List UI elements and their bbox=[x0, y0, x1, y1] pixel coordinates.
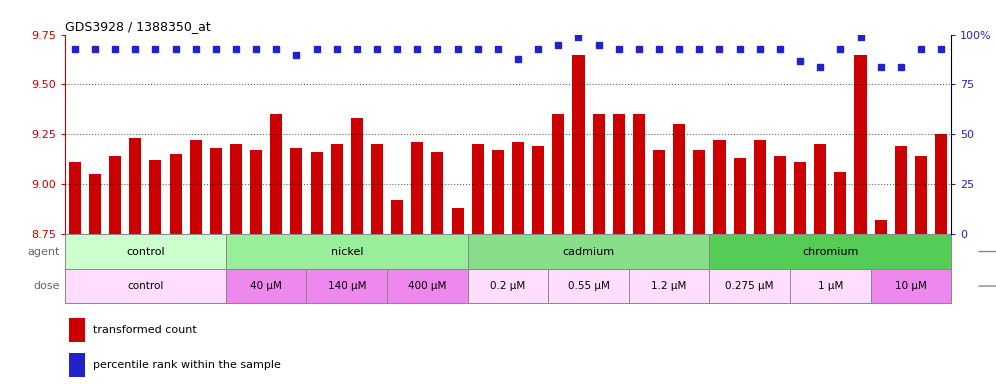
Bar bbox=[226, 234, 468, 269]
Bar bbox=[291, 148, 303, 234]
Bar bbox=[69, 353, 85, 377]
Text: 1 μM: 1 μM bbox=[818, 281, 843, 291]
Text: cadmium: cadmium bbox=[563, 247, 615, 257]
Bar bbox=[189, 141, 202, 234]
Bar bbox=[709, 234, 951, 269]
Text: transformed count: transformed count bbox=[93, 325, 197, 335]
Bar bbox=[628, 269, 709, 303]
Text: 0.2 μM: 0.2 μM bbox=[490, 281, 526, 291]
Text: chromium: chromium bbox=[802, 247, 859, 257]
Text: control: control bbox=[127, 281, 163, 291]
Bar bbox=[351, 118, 363, 234]
Bar bbox=[532, 146, 544, 234]
Bar bbox=[552, 114, 565, 234]
Bar bbox=[391, 200, 403, 234]
Bar bbox=[270, 114, 282, 234]
Bar bbox=[935, 134, 947, 234]
Bar bbox=[915, 156, 927, 234]
Bar bbox=[548, 269, 628, 303]
Bar bbox=[492, 151, 504, 234]
Bar bbox=[411, 142, 423, 234]
Text: dose: dose bbox=[33, 281, 60, 291]
Bar bbox=[250, 151, 262, 234]
Bar bbox=[468, 269, 548, 303]
Text: 1.2 μM: 1.2 μM bbox=[651, 281, 687, 291]
Bar bbox=[110, 156, 122, 234]
Bar bbox=[734, 158, 746, 234]
Text: 40 μM: 40 μM bbox=[250, 281, 282, 291]
Bar bbox=[512, 142, 524, 234]
Bar bbox=[673, 124, 685, 234]
Bar bbox=[311, 152, 323, 234]
Bar bbox=[709, 269, 790, 303]
Bar bbox=[371, 144, 383, 234]
Text: nickel: nickel bbox=[331, 247, 363, 257]
Bar bbox=[69, 318, 85, 342]
Bar bbox=[871, 269, 951, 303]
Bar bbox=[431, 152, 443, 234]
Bar bbox=[468, 234, 709, 269]
Text: 10 μM: 10 μM bbox=[895, 281, 927, 291]
Bar bbox=[894, 146, 906, 234]
Bar bbox=[451, 208, 463, 234]
Bar bbox=[226, 269, 307, 303]
Bar bbox=[573, 55, 585, 234]
Bar bbox=[331, 144, 343, 234]
Bar bbox=[210, 148, 222, 234]
Bar bbox=[713, 141, 725, 234]
Bar bbox=[89, 174, 101, 234]
Text: 0.55 μM: 0.55 μM bbox=[568, 281, 610, 291]
Bar bbox=[65, 269, 226, 303]
Bar bbox=[613, 114, 624, 234]
Text: agent: agent bbox=[27, 247, 60, 257]
Bar bbox=[65, 234, 226, 269]
Bar bbox=[855, 55, 867, 234]
Bar bbox=[69, 162, 81, 234]
Text: percentile rank within the sample: percentile rank within the sample bbox=[93, 360, 281, 370]
Bar bbox=[593, 114, 605, 234]
Bar bbox=[129, 138, 141, 234]
Bar bbox=[307, 269, 387, 303]
Text: GDS3928 / 1388350_at: GDS3928 / 1388350_at bbox=[65, 20, 210, 33]
Bar bbox=[387, 269, 468, 303]
Bar bbox=[774, 156, 786, 234]
Bar bbox=[814, 144, 827, 234]
Bar bbox=[169, 154, 181, 234]
Bar bbox=[632, 114, 645, 234]
Bar bbox=[754, 141, 766, 234]
Bar bbox=[653, 151, 665, 234]
Bar bbox=[835, 172, 847, 234]
Bar bbox=[230, 144, 242, 234]
Bar bbox=[693, 151, 705, 234]
Bar bbox=[472, 144, 484, 234]
Text: 400 μM: 400 μM bbox=[408, 281, 446, 291]
Text: control: control bbox=[126, 247, 164, 257]
Bar bbox=[794, 162, 806, 234]
Text: 140 μM: 140 μM bbox=[328, 281, 367, 291]
Text: 0.275 μM: 0.275 μM bbox=[725, 281, 774, 291]
Bar bbox=[149, 161, 161, 234]
Bar bbox=[790, 269, 871, 303]
Bar bbox=[874, 220, 886, 234]
